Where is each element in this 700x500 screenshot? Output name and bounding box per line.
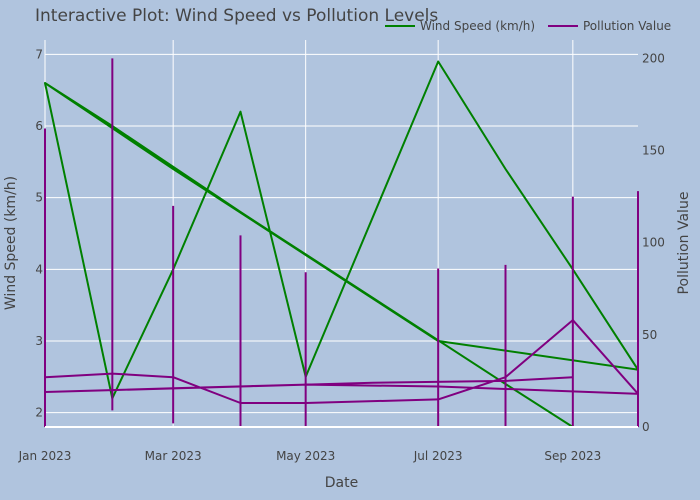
plot-area[interactable] — [44, 58, 639, 428]
series-line — [44, 60, 639, 428]
x-tick-label: Sep 2023 — [544, 449, 601, 463]
y-right-tick-label: 200 — [642, 51, 665, 65]
y-axis-right-title: Pollution Value — [676, 192, 692, 295]
x-tick-label: Jul 2023 — [413, 449, 463, 463]
x-tick-label: Mar 2023 — [145, 449, 202, 463]
legend[interactable]: Wind Speed (km/h) Pollution Value — [385, 19, 671, 33]
series-line — [44, 319, 639, 404]
y-left-tick-label: 5 — [35, 191, 43, 205]
x-tick-label: May 2023 — [276, 449, 335, 463]
y-axis-left-title: Wind Speed (km/h) — [3, 176, 19, 310]
x-tick-label: Jan 2023 — [18, 449, 72, 463]
chart-title: Interactive Plot: Wind Speed vs Pollutio… — [35, 6, 438, 26]
y-right-tick-label: 0 — [642, 420, 650, 434]
axes: Jan 2023 Mar 2023 May 2023 Jul 2023 Sep 2023… — [18, 47, 665, 463]
legend-label: Wind Speed (km/h) — [420, 19, 535, 33]
y-right-tick-label: 100 — [642, 236, 665, 250]
y-left-tick-label: 6 — [35, 119, 43, 133]
y-left-tick-label: 7 — [35, 47, 43, 61]
legend-label: Pollution Value — [583, 19, 671, 33]
y-right-tick-label: 150 — [642, 144, 665, 158]
y-right-tick-label: 50 — [642, 328, 657, 342]
y-left-tick-label: 3 — [35, 334, 43, 348]
y-left-tick-label: 2 — [35, 406, 43, 420]
y-left-tick-label: 4 — [35, 262, 43, 276]
x-axis-title: Date — [325, 475, 358, 491]
